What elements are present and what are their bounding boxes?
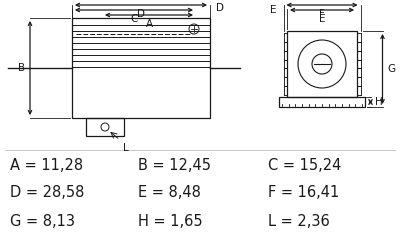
Text: E: E xyxy=(270,5,276,15)
Text: A = 11,28: A = 11,28 xyxy=(10,158,83,173)
Text: C = 15,24: C = 15,24 xyxy=(268,158,341,173)
Bar xyxy=(279,97,365,107)
Text: F = 16,41: F = 16,41 xyxy=(268,185,339,199)
Text: G = 8,13: G = 8,13 xyxy=(10,213,75,229)
Text: B: B xyxy=(18,63,25,73)
Text: D = 28,58: D = 28,58 xyxy=(10,185,84,199)
Text: L: L xyxy=(123,143,129,153)
Bar xyxy=(72,18,210,118)
Text: H: H xyxy=(374,97,382,107)
Text: C: C xyxy=(130,14,138,24)
Text: D: D xyxy=(216,3,224,13)
Text: E = 8,48: E = 8,48 xyxy=(138,185,201,199)
Text: H = 1,65: H = 1,65 xyxy=(138,213,203,229)
Text: G: G xyxy=(388,64,396,74)
Text: E: E xyxy=(319,14,325,24)
Bar xyxy=(287,31,357,97)
Text: D: D xyxy=(137,9,145,19)
Text: L = 2,36: L = 2,36 xyxy=(268,213,330,229)
Text: B = 12,45: B = 12,45 xyxy=(138,158,211,173)
Bar xyxy=(86,118,124,136)
Text: A: A xyxy=(146,19,152,29)
Text: F: F xyxy=(319,9,325,19)
